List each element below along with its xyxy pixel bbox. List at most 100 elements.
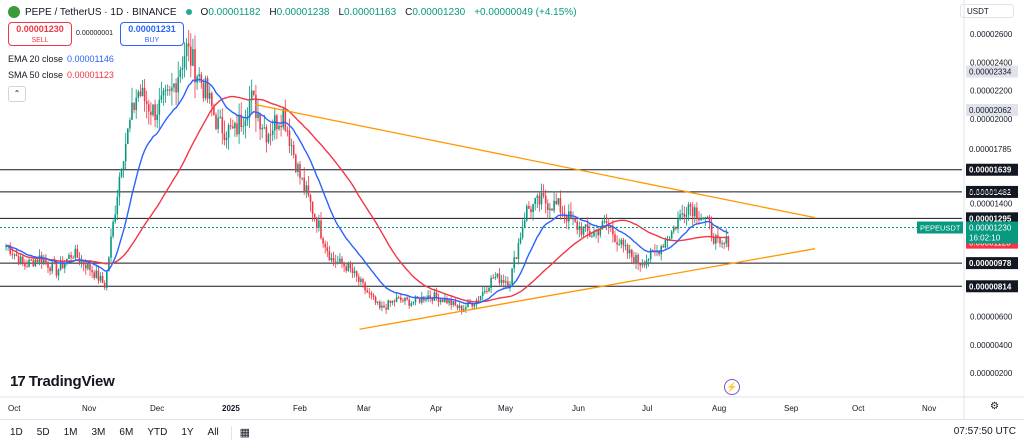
candle-body-54 (118, 176, 121, 198)
candle-body-34 (76, 248, 79, 258)
timeframe-1d[interactable]: 1D (10, 427, 23, 438)
x-tick-label-9: Jul (642, 404, 652, 413)
candle-body-227 (481, 292, 484, 297)
candle-body-209 (444, 298, 446, 302)
candle-body-89 (192, 49, 194, 66)
sell-price: 0.00001230 (16, 24, 64, 34)
candle-body-286 (605, 221, 608, 224)
candle-body-338 (715, 235, 717, 244)
timeframe-6m[interactable]: 6M (119, 427, 134, 438)
candle-body-159 (339, 258, 341, 263)
candle-body-75 (162, 90, 165, 96)
timeframe-5d[interactable]: 5D (36, 427, 50, 438)
candle-body-240 (509, 284, 511, 286)
current-price-tag-label: 0.00001230 (969, 224, 1012, 233)
candle-body-299 (633, 257, 635, 264)
candle-body-341 (721, 243, 723, 245)
candle-body-223 (473, 304, 476, 307)
sma-legend[interactable]: SMA 50 close 0.00001123 (8, 70, 114, 80)
candle-body-152 (324, 243, 326, 248)
candle-body-114 (244, 120, 247, 126)
y-tick-label-6: 0.00000400 (970, 341, 1013, 350)
candle-body-314 (664, 240, 667, 248)
candle-body-5 (15, 254, 18, 257)
candle-body-130 (278, 125, 280, 130)
candle-body-60 (131, 102, 133, 120)
ema-legend[interactable]: EMA 20 close 0.00001146 (8, 54, 114, 64)
candle-body-50 (110, 236, 112, 258)
candle-body-329 (696, 207, 698, 219)
candle-body-246 (521, 227, 524, 238)
candle-body-265 (561, 212, 564, 214)
candle-body-247 (523, 220, 526, 228)
candle-body-249 (528, 206, 530, 209)
candle-body-123 (263, 127, 266, 129)
candle-body-166 (353, 271, 356, 274)
sell-button[interactable]: 0.00001230 SELL (8, 22, 72, 46)
candle-body-340 (719, 237, 721, 244)
currency-select[interactable]: USDT (960, 4, 1014, 18)
candle-body-11 (28, 259, 30, 267)
candle-body-219 (465, 307, 467, 310)
symbol-title[interactable]: PEPE / TetherUS · 1D · BINANCE (25, 6, 177, 18)
candle-body-244 (517, 243, 520, 260)
candle-body-86 (185, 43, 188, 57)
candle-body-92 (198, 74, 200, 77)
timeframe-3m[interactable]: 3M (91, 427, 106, 438)
candle-body-212 (450, 299, 452, 306)
timeframe-1m[interactable]: 1M (63, 427, 78, 438)
x-tick-label-8: Jun (572, 404, 585, 413)
candle-body-336 (710, 222, 713, 238)
candle-body-302 (639, 263, 641, 266)
level-tag-4 (966, 280, 1018, 293)
candle-body-95 (204, 78, 207, 99)
utc-clock[interactable]: 07:57:50 UTC (953, 426, 1016, 437)
tradingview-mark-icon: 17 (10, 373, 26, 390)
candle-body-343 (725, 236, 728, 244)
price-chart[interactable]: 0.00002600 0.00002400 0.00002200 0.00002000… (0, 0, 1024, 419)
candle-body-236 (500, 280, 503, 283)
spread-value: 0.00000001 (76, 30, 113, 37)
candle-body-24 (55, 263, 58, 276)
candle-body-147 (313, 213, 316, 218)
timeframe-ytd[interactable]: YTD (147, 427, 168, 438)
lightning-icon[interactable]: ⚡ (724, 379, 740, 395)
candle-body-62 (135, 97, 137, 110)
candle-body-83 (179, 69, 182, 78)
buy-button[interactable]: 0.00001231 BUY (120, 22, 184, 46)
candle-body-128 (274, 115, 276, 131)
candle-body-32 (72, 257, 74, 259)
candle-body-307 (649, 249, 652, 260)
candle-body-184 (391, 300, 394, 303)
candle-body-320 (677, 219, 679, 229)
candle-body-48 (106, 271, 108, 288)
candle-body-222 (471, 303, 473, 307)
x-tick-label-11: Sep (784, 404, 799, 413)
chart-header: PEPE / TetherUS · 1D · BINANCE O0.000011… (8, 4, 581, 20)
candle-body-181 (385, 307, 387, 310)
candle-body-93 (200, 74, 203, 84)
candle-body-317 (670, 231, 673, 239)
candle-body-90 (194, 49, 196, 83)
calendar-icon[interactable]: ▦ (239, 427, 251, 439)
tradingview-logo[interactable]: 17 TradingView (10, 373, 115, 390)
candle-body-7 (19, 256, 22, 265)
candle-body-291 (616, 242, 618, 245)
timeframe-all[interactable]: All (207, 427, 219, 438)
candle-body-211 (448, 299, 450, 304)
candle-body-45 (99, 276, 102, 281)
candle-body-264 (559, 198, 562, 213)
candle-body-125 (267, 134, 270, 143)
candle-body-55 (120, 169, 123, 177)
candle-body-293 (620, 239, 623, 245)
candle-body-161 (343, 264, 345, 267)
candle-body-142 (303, 177, 305, 192)
candle-body-135 (288, 130, 291, 146)
candle-body-104 (223, 133, 226, 141)
candle-body-252 (534, 198, 536, 204)
timeframe-1y[interactable]: 1Y (181, 427, 194, 438)
collapse-legend-icon[interactable]: ⌃ (8, 86, 26, 102)
settings-gear-icon[interactable]: ⚙ (990, 401, 999, 412)
candle-body-31 (70, 254, 72, 258)
candle-body-251 (532, 203, 534, 213)
